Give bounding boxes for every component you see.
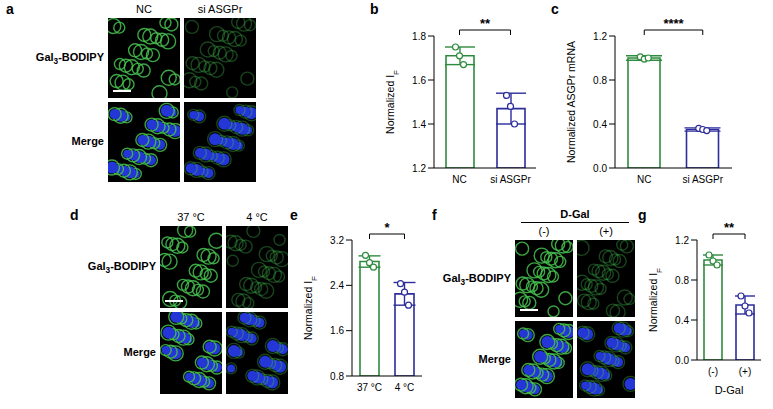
html-text:Gal3-BODIPY: Gal3-BODIPY xyxy=(442,271,511,287)
svg-text:1.8: 1.8 xyxy=(412,31,426,42)
html-text:Merge: Merge xyxy=(123,346,156,358)
svg-text:****: **** xyxy=(663,16,684,31)
svg-text:**: ** xyxy=(480,16,491,31)
svg-text:1.4: 1.4 xyxy=(412,119,426,130)
svg-text:Normalized IF: Normalized IF xyxy=(647,268,663,332)
svg-text:(+): (+) xyxy=(739,366,752,377)
html-text:D-Gal: D-Gal xyxy=(560,208,590,220)
svg-text:0.4: 0.4 xyxy=(593,119,607,130)
svg-text:si ASGPr: si ASGPr xyxy=(490,174,531,185)
svg-text:37 °C: 37 °C xyxy=(357,382,382,393)
html-text:a: a xyxy=(6,1,14,17)
svg-text:Normalized IF: Normalized IF xyxy=(302,276,318,340)
html-text:Gal3-BODIPY: Gal3-BODIPY xyxy=(35,51,104,67)
html-text:Merge: Merge xyxy=(71,135,104,147)
html-text:Gal3-BODIPY: Gal3-BODIPY xyxy=(87,260,156,276)
html-text:c: c xyxy=(551,1,559,17)
svg-text:*: * xyxy=(384,220,390,235)
svg-text:Normalized IF: Normalized IF xyxy=(384,70,400,134)
html-text:37 °C: 37 °C xyxy=(177,211,205,223)
svg-text:si ASGPr: si ASGPr xyxy=(682,174,723,185)
svg-text:Normalized ASGPr mRNA: Normalized ASGPr mRNA xyxy=(565,41,577,163)
svg-text:1.2: 1.2 xyxy=(675,235,689,246)
svg-text:1.6: 1.6 xyxy=(330,325,344,336)
html-text:NC: NC xyxy=(136,3,152,15)
svg-text:0.0: 0.0 xyxy=(593,163,607,174)
svg-text:3.2: 3.2 xyxy=(330,235,344,246)
html-text:g: g xyxy=(638,207,647,223)
html-text:si ASGPr: si ASGPr xyxy=(197,3,243,15)
html-text:Merge: Merge xyxy=(478,352,511,365)
svg-text:(-): (-) xyxy=(708,366,718,377)
svg-text:NC: NC xyxy=(452,174,466,185)
svg-text:1.2: 1.2 xyxy=(593,31,607,42)
svg-text:0.8: 0.8 xyxy=(675,275,689,286)
html-text:e: e xyxy=(290,207,298,223)
svg-text:2.4: 2.4 xyxy=(330,280,344,291)
svg-text:D-Gal: D-Gal xyxy=(715,384,744,396)
html-text:b: b xyxy=(370,1,379,17)
html-text:f: f xyxy=(432,207,437,223)
svg-text:4 °C: 4 °C xyxy=(395,382,415,393)
svg-text:**: ** xyxy=(724,220,735,235)
html-text:d: d xyxy=(70,207,79,223)
svg-text:0.8: 0.8 xyxy=(330,371,344,382)
svg-text:0.4: 0.4 xyxy=(675,315,689,326)
svg-text:0.0: 0.0 xyxy=(675,355,689,366)
svg-text:1.2: 1.2 xyxy=(412,163,426,174)
svg-text:NC: NC xyxy=(637,174,651,185)
html-text:4 °C: 4 °C xyxy=(246,211,268,223)
svg-text:1.6: 1.6 xyxy=(412,75,426,86)
svg-text:0.8: 0.8 xyxy=(593,75,607,86)
